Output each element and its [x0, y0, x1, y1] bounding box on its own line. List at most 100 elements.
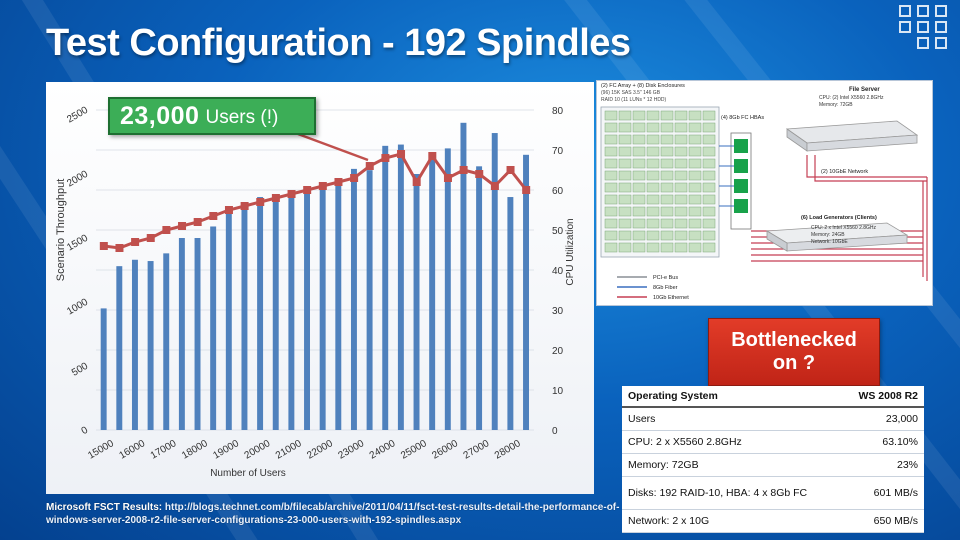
throughput-bar	[100, 308, 107, 430]
cpu-marker	[209, 212, 218, 220]
cpu-marker	[193, 218, 202, 226]
y2-tick-label: 10	[552, 386, 564, 397]
disk-cell	[632, 182, 646, 193]
disk-cell	[688, 242, 702, 253]
network-label: (2) 10GbE Network	[821, 169, 868, 175]
throughput-bar	[288, 193, 295, 430]
disk-cell	[660, 170, 674, 181]
table-row: Disks: 192 RAID-10, HBA: 4 x 8Gb FC 601 …	[622, 476, 924, 510]
hba-graphic	[719, 132, 752, 230]
disk-cell	[632, 158, 646, 169]
y-tick-label: 0	[80, 425, 91, 438]
legend-pcie: PCI-e Bus	[653, 275, 678, 281]
chart-canvas: 0 500 1000 1500 2000 2500 0 10 20 30 40 50 60 70 80 1…	[55, 105, 576, 479]
cpu-marker	[428, 152, 437, 160]
disk-cell	[646, 122, 660, 133]
cpu-marker	[287, 190, 296, 198]
disk-cell	[632, 242, 646, 253]
disk-cell	[674, 110, 688, 121]
throughput-bar	[350, 168, 357, 430]
cpu-marker	[146, 234, 155, 242]
header-value: WS 2008 R2	[841, 386, 924, 408]
throughput-bar	[335, 180, 342, 430]
throughput-bar	[131, 259, 138, 430]
disk-cell	[688, 230, 702, 241]
x-tick-label: 28000	[493, 438, 523, 462]
disk-cell	[604, 230, 618, 241]
throughput-bar	[429, 157, 436, 431]
x-tick-label: 26000	[430, 438, 460, 462]
x-tick-label: 22000	[305, 438, 335, 462]
fc-array-detail-2: RAID 10 (11 LUNs * 12 HDD)	[601, 97, 667, 103]
disk-cell	[674, 146, 688, 157]
disk-cell	[618, 122, 632, 133]
throughput-bar	[523, 154, 529, 431]
table-row: Memory: 72GB 23%	[622, 453, 924, 477]
disk-cell	[660, 110, 674, 121]
disk-cell	[632, 170, 646, 181]
disk-cell	[688, 206, 702, 217]
row-value: 63.10%	[841, 430, 924, 454]
table-row: CPU: 2 x X5560 2.8GHz 63.10%	[622, 430, 924, 454]
cpu-marker	[365, 162, 374, 170]
disk-cell	[660, 194, 674, 205]
table-header-row: Operating System WS 2008 R2	[622, 386, 924, 408]
source-link[interactable]: http://blogs.technet.com/b/filecab/archi…	[46, 502, 620, 526]
cpu-marker	[522, 186, 531, 194]
disk-cell	[674, 182, 688, 193]
cpu-marker	[381, 154, 390, 162]
disk-cell	[660, 218, 674, 229]
disk-cell	[702, 170, 716, 181]
clients-graphic	[765, 222, 909, 252]
cpu-marker	[506, 166, 515, 174]
server-memory: Memory: 72GB	[819, 102, 853, 108]
throughput-bar	[147, 261, 154, 430]
throughput-bar	[304, 189, 310, 430]
y2-tick-label: 40	[552, 266, 564, 277]
bottleneck-badge: Bottlenecked on ?	[708, 318, 880, 386]
source-citation: Microsoft FSCT Results: http://blogs.tec…	[46, 501, 620, 527]
disk-cell	[604, 170, 618, 181]
throughput-bar	[413, 174, 420, 430]
y-tick-label: 2000	[65, 169, 90, 190]
disk-cell	[702, 182, 716, 193]
x-tick-label: 15000	[86, 438, 116, 462]
table-row: Users 23,000	[622, 407, 924, 431]
slide-title: Test Configuration - 192 Spindles	[46, 22, 631, 64]
disk-cell	[604, 110, 618, 121]
chart-gridlines	[96, 109, 534, 431]
disk-cell	[604, 218, 618, 229]
x-axis-ticks: 15000 16000 17000 18000 19000 20000 21000 22000…	[86, 438, 523, 462]
disk-cell	[632, 146, 646, 157]
disk-cell	[618, 182, 632, 193]
disk-cell	[632, 218, 646, 229]
disk-cell	[660, 134, 674, 145]
disk-cell	[646, 242, 660, 253]
disk-cell	[688, 158, 702, 169]
cpu-marker	[459, 166, 468, 174]
clients-cpu: CPU: 2 x Intel X5560 2.8GHz	[811, 225, 877, 231]
disk-cell	[604, 194, 618, 205]
disk-cell	[702, 194, 716, 205]
y2-axis-label: CPU Utilization	[565, 218, 576, 285]
disk-cell	[632, 110, 646, 121]
table-row: Network: 2 x 10G 650 MB/s	[622, 509, 924, 533]
row-label: Disks: 192 RAID-10, HBA: 4 x 8Gb FC	[622, 476, 842, 510]
disk-cell	[618, 218, 632, 229]
disk-cell	[702, 242, 716, 253]
y2-tick-label: 70	[552, 146, 564, 157]
x-tick-label: 23000	[336, 438, 366, 462]
disk-cell	[646, 134, 660, 145]
disk-cell	[618, 110, 632, 121]
y-tick-label: 1000	[65, 297, 90, 318]
diagram-legend: PCI-e Bus 8Gb Fiber 10Gb Ethernet	[617, 275, 689, 301]
throughput-bar	[163, 253, 170, 430]
cpu-utilization-line	[103, 152, 528, 250]
cpu-marker	[397, 150, 406, 158]
hba-label: (4) 8Gb FC HBAs	[721, 115, 764, 121]
y-tick-label: 2500	[65, 105, 90, 126]
disk-cell	[646, 194, 660, 205]
cpu-marker	[318, 182, 327, 190]
cpu-marker	[240, 202, 249, 210]
fc-array-detail-1: (96) 15K SAS 3.5" 146 GB	[601, 90, 661, 96]
